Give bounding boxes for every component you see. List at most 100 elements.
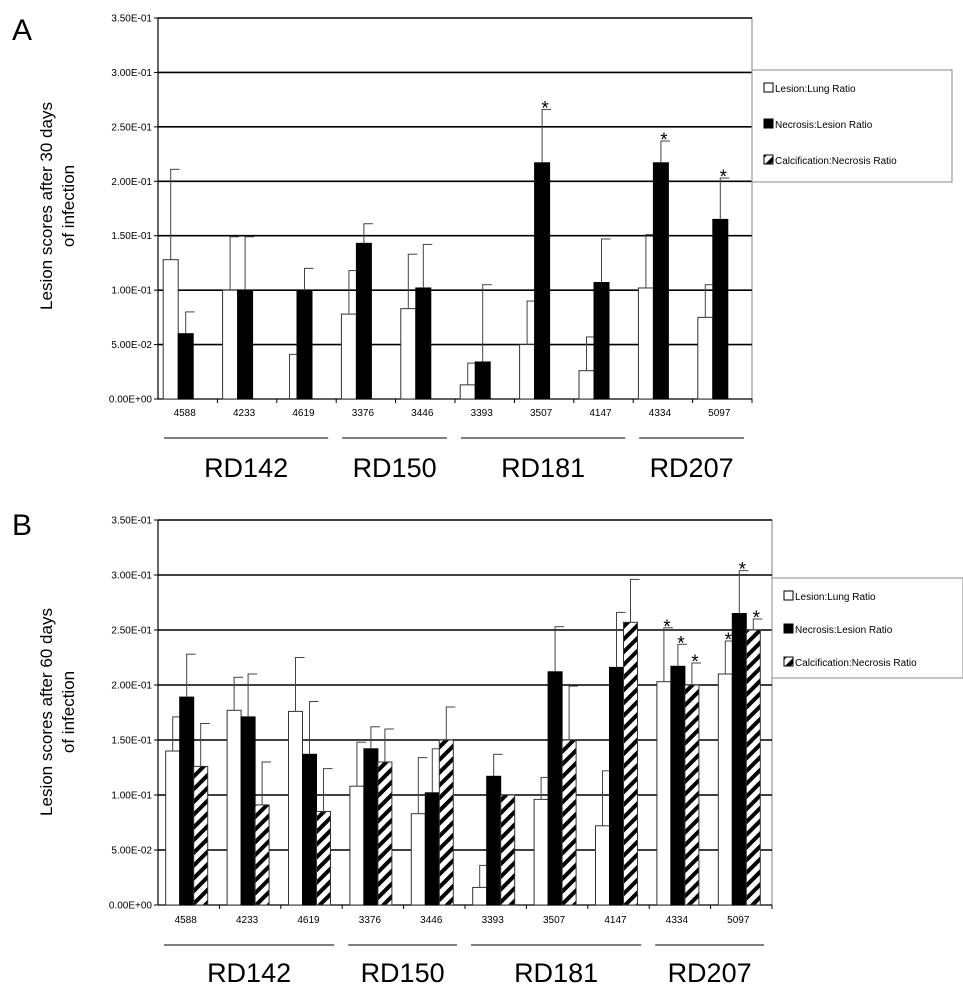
group-label: RD181: [514, 958, 598, 988]
bar: [623, 621, 638, 906]
x-tick-label: 3376: [359, 915, 382, 926]
y-tick-label: 2.00E-01: [111, 681, 152, 692]
bar: [712, 218, 729, 400]
bar: [652, 162, 669, 400]
bar: [593, 282, 610, 400]
group-label: RD207: [650, 453, 734, 483]
bar: [165, 750, 181, 906]
legend-label: Calcification:Necrosis Ratio: [795, 658, 917, 669]
x-tick-label: 4147: [604, 915, 627, 926]
bar: [410, 813, 426, 906]
bar: [547, 671, 563, 906]
bar: [717, 673, 733, 906]
bar: [349, 785, 365, 906]
group-label: RD142: [204, 453, 288, 483]
bar: [578, 370, 595, 400]
significance-star: *: [720, 167, 728, 188]
bar: [193, 765, 209, 906]
legend-swatch: [783, 590, 794, 601]
x-tick-label: 3393: [471, 408, 494, 419]
bar: [162, 259, 179, 400]
bar: [459, 384, 476, 400]
legend-label: Necrosis:Lesion Ratio: [795, 625, 893, 636]
legend-label: Lesion:Lung Ratio: [775, 84, 856, 95]
x-tick-label: 4334: [649, 408, 672, 419]
y-axis-label-line: of infection: [59, 165, 78, 247]
y-axis-label-line: Lesion scores after 30 days: [37, 102, 56, 310]
bar: [415, 287, 432, 400]
bar: [288, 710, 303, 906]
bar: [656, 681, 672, 906]
y-tick-label: 2.50E-01: [111, 626, 152, 637]
significance-star: *: [660, 130, 668, 151]
chart-panel-b: 0.00E+00 5.00E-02 1.00E-01 1.50E-01 2.00E-01…: [37, 516, 963, 988]
bar: [355, 242, 372, 400]
y-tick-label: 3.00E-01: [111, 571, 152, 582]
significance-star: *: [663, 617, 671, 638]
bar: [670, 665, 686, 906]
y-tick-label: 3.50E-01: [111, 14, 152, 25]
bar: [179, 696, 195, 906]
group-label: RD207: [668, 958, 752, 988]
significance-star: *: [725, 630, 733, 651]
bar: [377, 761, 393, 906]
bar: [561, 739, 577, 906]
y-tick-label: 5.00E-02: [111, 846, 152, 857]
bar: [240, 716, 256, 906]
bar: [533, 798, 549, 906]
bar: [472, 886, 488, 906]
x-tick-label: 4233: [236, 915, 259, 926]
bar: [226, 709, 242, 906]
legend-swatch: [763, 154, 774, 165]
bar: [534, 162, 551, 400]
x-tick-label: 4588: [174, 408, 197, 419]
y-tick-label: 0.00E+00: [109, 395, 153, 406]
bar: [745, 629, 761, 906]
bar: [363, 748, 379, 906]
legend-box: [771, 577, 963, 679]
significance-star: *: [739, 560, 747, 581]
bar: [222, 289, 239, 400]
x-tick-label: 4619: [297, 915, 320, 926]
group-label: RD142: [207, 958, 291, 988]
group-label: RD181: [501, 453, 585, 483]
significance-star: *: [677, 633, 685, 654]
y-tick-label: 0.00E+00: [109, 901, 153, 912]
x-tick-label: 3376: [352, 408, 375, 419]
bar: [177, 333, 194, 400]
bar: [486, 775, 502, 906]
legend-swatch: [783, 656, 794, 667]
panel-letter-b: B: [12, 509, 32, 542]
x-tick-label: 3507: [530, 408, 553, 419]
legend-swatch: [783, 623, 794, 634]
group-label: RD150: [353, 453, 437, 483]
y-tick-label: 1.50E-01: [111, 231, 152, 242]
y-axis-label-line: Lesion scores after 60 days: [37, 608, 56, 816]
y-tick-label: 1.00E-01: [111, 286, 152, 297]
bar: [296, 289, 313, 400]
legend-label: Necrosis:Lesion Ratio: [775, 120, 873, 131]
x-tick-label: 5097: [708, 408, 731, 419]
bar: [254, 804, 270, 906]
y-tick-label: 1.00E-01: [111, 791, 152, 802]
y-axis-label: Lesion scores after 60 days of infection: [37, 608, 78, 816]
x-tick-label: 3393: [482, 915, 505, 926]
legend-label: Calcification:Necrosis Ratio: [775, 156, 897, 167]
bar: [519, 344, 536, 400]
chart-panel-a: 0.00E+00 5.00E-02 1.00E-01 1.50E-01 2.00E-01…: [37, 14, 953, 483]
y-tick-label: 2.50E-01: [111, 122, 152, 133]
y-tick-label: 5.00E-02: [111, 340, 152, 351]
significance-star: *: [691, 652, 699, 673]
bar: [424, 792, 440, 906]
bar: [684, 684, 700, 906]
x-tick-label: 4588: [175, 915, 198, 926]
y-tick-label: 2.00E-01: [111, 177, 152, 188]
y-tick-label: 3.50E-01: [111, 516, 152, 527]
bar: [316, 811, 331, 906]
y-tick-label: 3.00E-01: [111, 68, 152, 79]
x-tick-label: 4147: [589, 408, 612, 419]
x-tick-label: 4619: [292, 408, 315, 419]
bar: [474, 361, 491, 400]
bar: [609, 666, 624, 906]
